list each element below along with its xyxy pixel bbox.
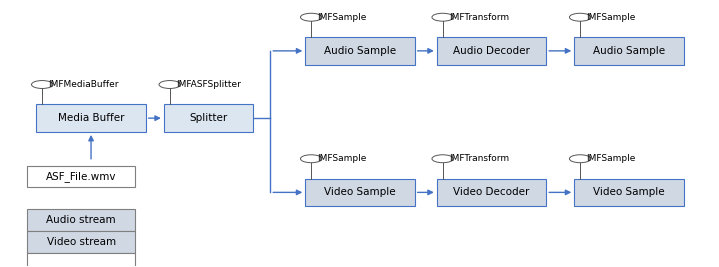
Text: IMFSample: IMFSample <box>586 13 636 22</box>
Text: IMFSample: IMFSample <box>317 13 367 22</box>
FancyBboxPatch shape <box>36 104 146 132</box>
Text: IMFTransform: IMFTransform <box>449 154 509 163</box>
FancyBboxPatch shape <box>436 179 546 206</box>
Text: Audio Decoder: Audio Decoder <box>453 46 530 56</box>
Text: IMFSample: IMFSample <box>586 154 636 163</box>
FancyBboxPatch shape <box>27 209 135 231</box>
Text: Splitter: Splitter <box>190 113 228 123</box>
Text: Video Sample: Video Sample <box>593 187 665 197</box>
FancyBboxPatch shape <box>27 231 135 253</box>
FancyBboxPatch shape <box>27 166 135 187</box>
Text: Video stream: Video stream <box>47 237 116 247</box>
FancyBboxPatch shape <box>574 37 684 65</box>
FancyBboxPatch shape <box>305 179 415 206</box>
Text: IMFSample: IMFSample <box>317 154 367 163</box>
Text: IMFTransform: IMFTransform <box>449 13 509 22</box>
Text: Audio stream: Audio stream <box>46 215 116 225</box>
Text: Media Buffer: Media Buffer <box>58 113 124 123</box>
FancyBboxPatch shape <box>436 37 546 65</box>
Text: Audio Sample: Audio Sample <box>593 46 665 56</box>
Text: ASF_File.wmv: ASF_File.wmv <box>46 171 116 182</box>
Text: Video Decoder: Video Decoder <box>453 187 530 197</box>
FancyBboxPatch shape <box>164 104 253 132</box>
Text: Audio Sample: Audio Sample <box>324 46 396 56</box>
FancyBboxPatch shape <box>574 179 684 206</box>
FancyBboxPatch shape <box>27 253 135 267</box>
Text: IMFMediaBuffer: IMFMediaBuffer <box>48 80 119 89</box>
Text: Video Sample: Video Sample <box>324 187 396 197</box>
FancyBboxPatch shape <box>305 37 415 65</box>
Text: IMFASFSplitter: IMFASFSplitter <box>175 80 241 89</box>
